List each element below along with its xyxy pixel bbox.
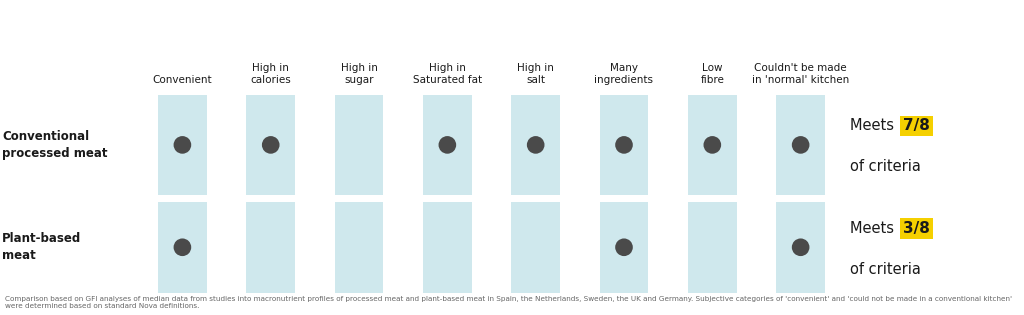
FancyBboxPatch shape	[423, 94, 472, 195]
Ellipse shape	[262, 136, 280, 154]
Text: Comparison based on GFI analyses of median data from studies into macronutrient : Comparison based on GFI analyses of medi…	[5, 296, 1013, 309]
Text: Meets: Meets	[850, 118, 898, 134]
Text: Couldn't be made
in 'normal' kitchen: Couldn't be made in 'normal' kitchen	[752, 63, 849, 85]
FancyBboxPatch shape	[158, 94, 207, 195]
FancyBboxPatch shape	[247, 94, 295, 195]
FancyBboxPatch shape	[511, 202, 560, 293]
Text: Many
ingredients: Many ingredients	[595, 63, 653, 85]
Text: Meets: Meets	[850, 221, 898, 236]
FancyBboxPatch shape	[158, 202, 207, 293]
Ellipse shape	[174, 136, 191, 154]
FancyBboxPatch shape	[600, 94, 648, 195]
Text: 7/8: 7/8	[903, 118, 930, 134]
Text: High in
sugar: High in sugar	[341, 63, 378, 85]
FancyBboxPatch shape	[335, 202, 383, 293]
FancyBboxPatch shape	[423, 202, 472, 293]
Text: High in
salt: High in salt	[517, 63, 554, 85]
FancyBboxPatch shape	[600, 202, 648, 293]
Ellipse shape	[703, 136, 721, 154]
Text: High in
Saturated fat: High in Saturated fat	[413, 63, 482, 85]
Text: of criteria: of criteria	[850, 159, 921, 175]
Ellipse shape	[438, 136, 456, 154]
Ellipse shape	[792, 238, 809, 256]
FancyBboxPatch shape	[335, 94, 383, 195]
FancyBboxPatch shape	[688, 94, 736, 195]
Text: Convenient: Convenient	[153, 75, 212, 85]
Text: Low
fibre: Low fibre	[700, 63, 724, 85]
Ellipse shape	[615, 238, 633, 256]
Ellipse shape	[615, 136, 633, 154]
Ellipse shape	[792, 136, 809, 154]
FancyBboxPatch shape	[776, 94, 825, 195]
Text: 3/8: 3/8	[903, 221, 930, 236]
FancyBboxPatch shape	[247, 202, 295, 293]
FancyBboxPatch shape	[776, 202, 825, 293]
Ellipse shape	[174, 238, 191, 256]
FancyBboxPatch shape	[511, 94, 560, 195]
Text: Plant-based
meat: Plant-based meat	[2, 232, 81, 262]
Text: of criteria: of criteria	[850, 262, 921, 277]
Text: High in
calories: High in calories	[250, 63, 291, 85]
Ellipse shape	[527, 136, 545, 154]
FancyBboxPatch shape	[688, 202, 736, 293]
Text: Conventional
processed meat: Conventional processed meat	[2, 130, 108, 160]
